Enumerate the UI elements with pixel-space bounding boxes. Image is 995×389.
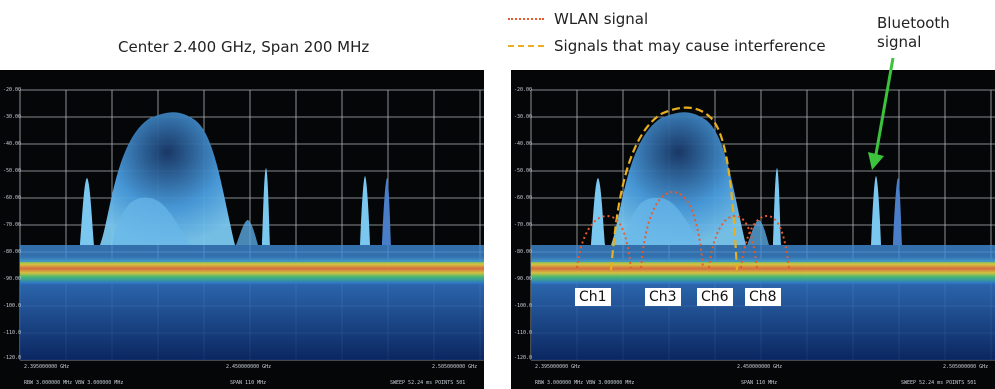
- y-tick: -40.00: [514, 141, 533, 147]
- interference-outline: [609, 106, 739, 271]
- channel-label-ch1: Ch1: [575, 288, 611, 306]
- x-label-right: 2.505000000 GHz: [432, 364, 478, 370]
- y-tick: -120.0: [514, 355, 533, 361]
- bottom-info-center: SPAN 110 MHz: [230, 380, 267, 386]
- channel-label-ch6: Ch6: [697, 288, 733, 306]
- wlan-outline-ch8: [740, 214, 790, 269]
- channel-label-ch3: Ch3: [645, 288, 681, 306]
- y-tick: -90.00: [3, 276, 22, 282]
- y-tick: -90.00: [514, 276, 533, 282]
- y-tick: -60.00: [3, 195, 22, 201]
- y-tick: -100.0: [3, 303, 22, 309]
- x-label-center: 2.450000000 GHz: [226, 364, 272, 370]
- sub-mound-right: [623, 197, 701, 245]
- y-tick: -50.00: [514, 168, 533, 174]
- bluetooth-peak: [871, 176, 881, 245]
- bottom-info-left: RBW 3.000000 MHz VBW 3.000000 MHz: [535, 380, 635, 386]
- wlan-outline-ch3: [640, 190, 704, 269]
- y-tick: -110.0: [3, 330, 22, 336]
- spectrum-screen-left: -20.00 -30.00 -40.00 -50.00 -60.00 -70.0…: [0, 70, 484, 389]
- y-tick: -100.0: [514, 303, 533, 309]
- y-tick: -30.00: [514, 114, 533, 120]
- left-caption: Center 2.400 GHz, Span 200 MHz: [118, 38, 370, 56]
- spectrum-plot-left: [19, 89, 484, 361]
- bluetooth-label: Bluetooth signal: [877, 14, 950, 52]
- x-label-center: 2.450000000 GHz: [737, 364, 783, 370]
- bluetooth-label-line2: signal: [877, 33, 922, 51]
- y-tick: -80.00: [514, 249, 533, 255]
- bottom-info-left: RBW 3.000000 MHz VBW 3.000000 MHz: [24, 380, 124, 386]
- wlan-outline-ch6: [708, 214, 758, 269]
- channel-label-ch8: Ch8: [745, 288, 781, 306]
- y-tick: -80.00: [3, 249, 22, 255]
- wlan-outline-ch1: [576, 214, 632, 269]
- baseline-left: [20, 245, 484, 262]
- y-tick: -70.00: [514, 222, 533, 228]
- bottom-info-right: SWEEP 52.24 ms POINTS 501: [901, 380, 977, 386]
- sub-mound-left: [112, 197, 190, 245]
- x-label-right: 2.505000000 GHz: [943, 364, 989, 370]
- interference-swatch-icon: [508, 45, 544, 47]
- wlan-swatch-icon: [508, 18, 544, 20]
- spectrum-plot-right: [530, 89, 995, 361]
- x-label-left: 2.395000000 GHz: [24, 364, 70, 370]
- bottom-info-center: SPAN 110 MHz: [741, 380, 778, 386]
- spectrum-screen-right: -20.00 -30.00 -40.00 -50.00 -60.00 -70.0…: [511, 70, 995, 389]
- y-tick: -50.00: [3, 168, 22, 174]
- bluetooth-label-line1: Bluetooth: [877, 14, 950, 32]
- y-tick: -30.00: [3, 114, 22, 120]
- bottom-info-right: SWEEP 52.24 ms POINTS 501: [390, 380, 466, 386]
- legend-interference: Signals that may cause interference: [508, 37, 826, 55]
- y-tick: -60.00: [514, 195, 533, 201]
- y-tick: -70.00: [3, 222, 22, 228]
- y-tick: -110.0: [514, 330, 533, 336]
- legend-wlan: WLAN signal: [508, 10, 648, 28]
- y-tick: -20.00: [3, 87, 22, 93]
- legend-interference-label: Signals that may cause interference: [554, 37, 826, 55]
- y-tick: -20.00: [514, 87, 533, 93]
- y-tick: -120.0: [3, 355, 22, 361]
- legend-wlan-label: WLAN signal: [554, 10, 649, 28]
- x-label-left: 2.395000000 GHz: [535, 364, 581, 370]
- y-tick: -40.00: [3, 141, 22, 147]
- baseline-right: [531, 245, 995, 262]
